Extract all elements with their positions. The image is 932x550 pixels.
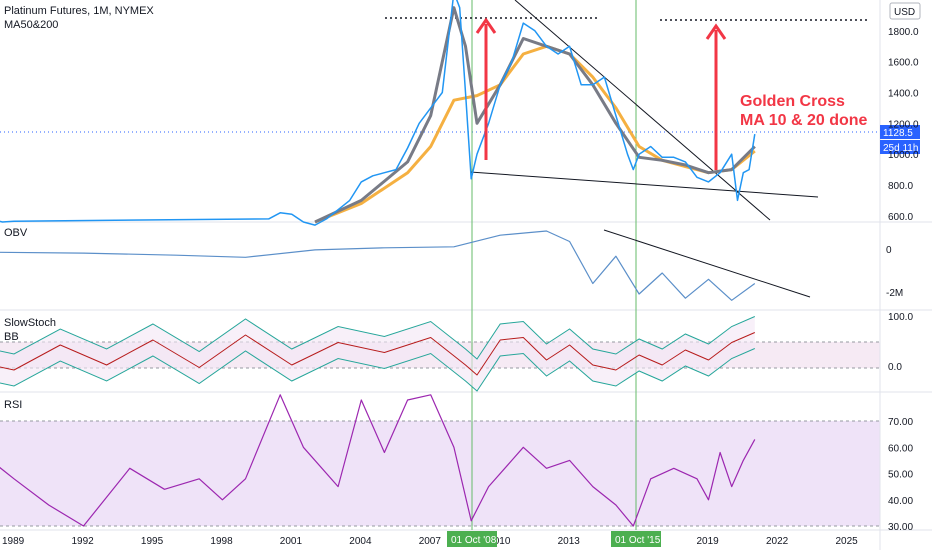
countdown-tag-value: 25d 11h	[883, 143, 918, 154]
y-tick-label: 70.00	[888, 417, 913, 428]
obv-trendline	[603, 229, 811, 298]
x-tick-label: 2001	[280, 536, 303, 547]
y-tick-label: 0	[886, 245, 892, 256]
currency-box[interactable]	[889, 2, 921, 20]
y-tick-label: 100.0	[888, 312, 913, 323]
countdown-tag-box	[880, 140, 920, 154]
x-axis[interactable]: 1989199219951998200120042007201020132016…	[2, 536, 858, 547]
x-tick-label: 2025	[836, 536, 859, 547]
obv-label[interactable]: OBV	[4, 227, 28, 239]
symbol-title[interactable]: Platinum Futures, 1M, NYMEX	[4, 5, 154, 17]
y-tick-label: 1200.0	[888, 119, 919, 130]
x-tick-label: 1995	[141, 536, 164, 547]
y-tick-label: 60.00	[888, 443, 913, 454]
y-tick-label: -2M	[886, 288, 903, 299]
obv-line	[0, 230, 756, 301]
y-tick-label: 600.0	[888, 212, 913, 223]
ma-slow-line	[314, 44, 756, 224]
x-tick-label: 2010	[488, 536, 511, 547]
y-axis: 1800.0 1600.0 1400.0 1200.0 1000.0 800.0 600.0…	[886, 27, 919, 533]
y-tick-label: 1600.0	[888, 58, 919, 69]
rsi-line	[0, 394, 756, 527]
y-tick-label: 50.00	[888, 470, 913, 481]
up-arrow-2008	[475, 17, 497, 160]
rsi-pane	[0, 394, 756, 527]
date-tag-2015: 01 Oct '15	[615, 535, 661, 546]
bb-fill	[0, 316, 755, 391]
y-tick-label: 0.0	[888, 362, 902, 373]
x-tick-label: 1992	[72, 536, 95, 547]
x-tick-label: 2022	[766, 536, 789, 547]
y-tick-label: 40.00	[888, 496, 913, 507]
date-tag-2008-box	[447, 531, 497, 547]
y-tick-label: 800.0	[888, 181, 913, 192]
stoch-line	[0, 332, 755, 376]
rsi-band	[0, 421, 880, 526]
date-tag-2008: 01 Oct '08	[451, 535, 497, 546]
bb-upper-line	[0, 316, 755, 360]
x-tick-label: 1998	[210, 536, 233, 547]
x-tick-label: 2007	[419, 536, 442, 547]
up-arrow-target	[705, 23, 727, 170]
date-tag-2015-box	[611, 531, 661, 547]
x-tick-label: 2013	[558, 536, 581, 547]
study-label[interactable]: MA50&200	[4, 19, 58, 31]
price-pane	[0, 0, 756, 226]
price-line	[0, 0, 756, 226]
x-tick-label: 2004	[349, 536, 372, 547]
obv-pane	[0, 230, 756, 301]
y-tick-label: 30.00	[888, 522, 913, 533]
y-tick-label: 1000.0	[888, 150, 919, 161]
price-tag-value: 1128.5	[883, 128, 913, 139]
annotation-line1: Golden Cross	[740, 93, 845, 110]
bb-lower-line	[0, 348, 755, 392]
currency-label: USD	[894, 7, 915, 18]
x-tick-label: 2019	[697, 536, 720, 547]
rsi-label[interactable]: RSI	[4, 399, 22, 411]
price-tag-box	[880, 125, 920, 139]
y-tick-label: 1400.0	[888, 89, 919, 100]
annotation-line2: MA 10 & 20 done	[740, 112, 868, 129]
x-tick-label: 1989	[2, 536, 25, 547]
stoch-label[interactable]: SlowStoch	[4, 317, 56, 329]
support-trendline	[469, 171, 819, 198]
stoch-pane	[0, 316, 755, 392]
falling-trendline	[514, 0, 771, 221]
bb-label[interactable]: BB	[4, 331, 19, 343]
y-tick-label: 1800.0	[888, 27, 919, 38]
